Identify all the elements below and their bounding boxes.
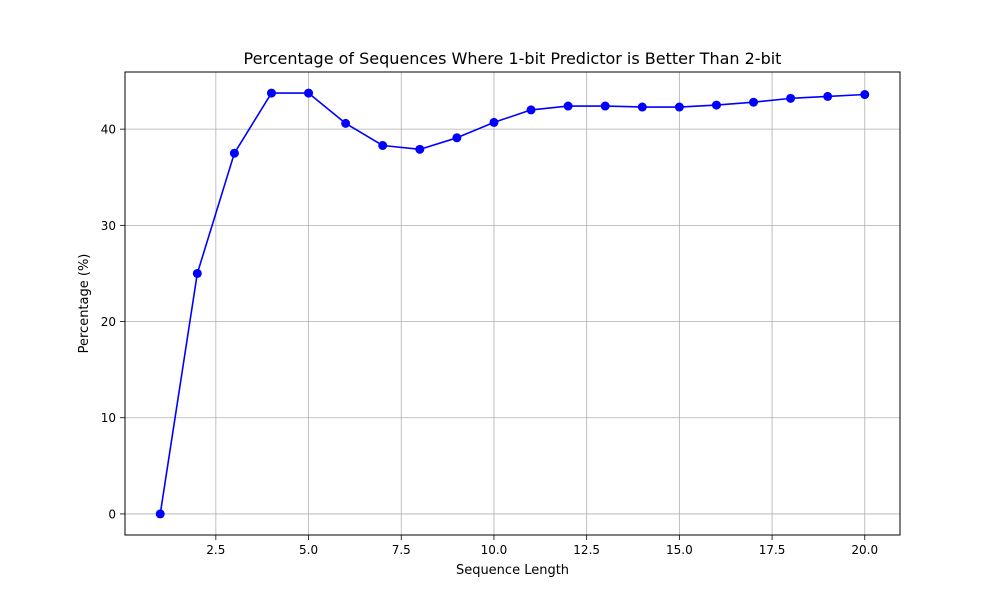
data-series [155, 88, 870, 519]
data-point [266, 88, 276, 98]
y-tick-label: 20 [101, 315, 116, 329]
y-tick-label: 30 [101, 219, 116, 233]
x-tick-label: 7.5 [392, 543, 411, 557]
series-line [159, 92, 865, 515]
x-tick-label: 15.0 [666, 543, 693, 557]
grid-lines [125, 72, 900, 535]
data-point [637, 102, 647, 112]
x-axis-label: Sequence Length [456, 563, 569, 578]
data-point [786, 93, 796, 103]
data-point [229, 148, 239, 158]
data-point [341, 118, 351, 128]
x-tick-label: 2.5 [206, 543, 225, 557]
data-point [192, 268, 202, 278]
data-point [415, 144, 425, 154]
data-point [674, 102, 684, 112]
x-tick-label: 5.0 [299, 543, 318, 557]
data-point [526, 105, 536, 115]
x-tick-label: 10.0 [481, 543, 508, 557]
axis-ticks: 2.5 5.0 7.5 10.0 12.5 15.0 17.5 20.0 0 10 20 30 40 [101, 123, 878, 557]
data-point [823, 91, 833, 101]
y-tick-label: 40 [101, 123, 116, 137]
data-point [711, 100, 721, 110]
x-tick-label: 17.5 [759, 543, 786, 557]
data-point [304, 88, 314, 98]
data-point [563, 101, 573, 111]
data-point [600, 101, 610, 111]
chart-title: Percentage of Sequences Where 1-bit Pred… [244, 49, 782, 68]
x-tick-label: 12.5 [573, 543, 600, 557]
data-point [378, 140, 388, 150]
plot-area-frame [124, 71, 901, 536]
data-point [155, 509, 165, 519]
y-tick-label: 0 [108, 507, 116, 521]
data-point [860, 90, 870, 100]
data-point [749, 97, 759, 107]
x-tick-label: 20.0 [851, 543, 878, 557]
y-axis-label: Percentage (%) [77, 254, 92, 354]
y-tick-label: 10 [101, 411, 116, 425]
data-point [452, 133, 462, 143]
data-point [489, 117, 499, 127]
